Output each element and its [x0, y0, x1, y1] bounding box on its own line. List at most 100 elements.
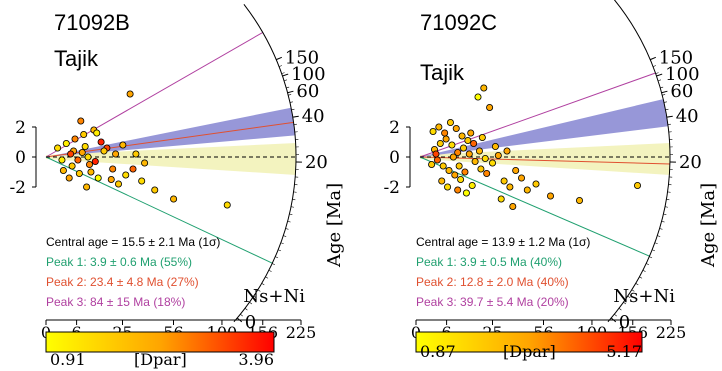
data-point [464, 136, 472, 144]
data-point [107, 175, 115, 183]
data-point [457, 175, 465, 183]
data-point [506, 183, 514, 191]
data-point [523, 186, 531, 194]
colorbar-max-label: 5.17 [606, 342, 642, 361]
data-point [491, 142, 499, 150]
data-point [500, 177, 508, 185]
data-point [503, 147, 511, 155]
data-point [442, 135, 450, 143]
data-point [75, 169, 83, 177]
age-axis-minor-tick [652, 249, 656, 252]
age-axis-tick [282, 73, 289, 77]
age-range-band [46, 107, 296, 157]
age-axis-minor-tick [249, 302, 253, 305]
age-axis-minor-tick [664, 206, 669, 208]
data-point [129, 165, 137, 173]
data-point [532, 180, 540, 188]
age-axis-tick-label: 20 [305, 152, 328, 173]
peak-3-line [419, 72, 656, 158]
data-point [470, 139, 478, 147]
data-point [71, 135, 79, 143]
data-point [509, 202, 517, 210]
x-axis-label: Ns+Ni [243, 286, 305, 307]
age-axis-minor-tick [659, 228, 663, 230]
age-axis-arc [607, 0, 671, 323]
data-point [97, 138, 105, 146]
colorbar [45, 331, 275, 353]
age-axis-tick-label: 150 [285, 47, 319, 68]
chart-title: 71092B [54, 10, 130, 35]
data-point [471, 157, 479, 165]
data-point [478, 133, 486, 141]
peak-2-line [419, 156, 670, 165]
data-point [93, 129, 101, 137]
age-axis-minor-tick [666, 198, 670, 201]
central-age-text: Central age = 13.9 ± 1.2 Ma (1σ) [416, 235, 590, 249]
peak-2-text: Peak 2: 12.8 ± 2.0 Ma (40%) [416, 275, 569, 289]
age-axis-minor-tick [278, 65, 282, 67]
data-point [432, 150, 440, 158]
age-axis-minor-tick [655, 72, 659, 74]
data-point [435, 123, 443, 131]
age-axis-tick-label: 60 [296, 81, 319, 102]
age-axis-minor-tick [635, 283, 639, 286]
age-axis-minor-tick [292, 198, 296, 201]
data-point [77, 117, 85, 125]
colorbar-min-label: 0.87 [420, 342, 456, 361]
data-point [547, 192, 555, 200]
age-axis-minor-tick [661, 220, 665, 223]
data-point [444, 183, 452, 191]
data-point [68, 162, 76, 170]
age-axis-tick [656, 73, 663, 77]
age-axis-minor-tick [618, 308, 622, 311]
data-point [451, 171, 459, 179]
two-sigma-band [420, 143, 670, 175]
age-axis-minor-tick [285, 228, 289, 230]
age-axis-minor-tick [660, 86, 664, 89]
data-point [62, 139, 70, 147]
age-axis-minor-tick [614, 313, 617, 317]
age-axis-label: Age [Ma] [698, 183, 719, 268]
data-point [446, 119, 454, 127]
data-point [448, 141, 456, 149]
data-point [461, 168, 469, 176]
peak-3-text: Peak 3: 39.7 ± 5.4 Ma (20%) [416, 295, 569, 309]
z-axis-tick-label: 2 [15, 118, 26, 138]
age-axis-minor-tick [289, 213, 293, 215]
data-point [81, 142, 89, 150]
data-point [486, 104, 494, 112]
data-point [477, 165, 485, 173]
x-axis-tick-label: 225 [286, 323, 317, 342]
age-axis-minor-tick [639, 276, 643, 279]
chart-subtitle: Tajik [420, 60, 465, 85]
data-point [87, 168, 95, 176]
age-axis-minor-tick [283, 79, 288, 82]
age-axis-label: Age [Ma] [324, 183, 345, 268]
data-point [115, 180, 123, 188]
peak-2-line [45, 121, 294, 158]
age-axis-minor-tick [649, 256, 653, 259]
data-point [223, 201, 231, 209]
z-axis-tick-label: 0 [389, 148, 400, 168]
age-axis-minor-tick [276, 58, 280, 60]
age-axis-tick-label: 100 [665, 64, 699, 85]
z-axis-tick-label: 2 [389, 118, 400, 138]
age-axis-minor-tick [280, 242, 284, 245]
z-axis-tick-label: 0 [15, 148, 26, 168]
peak-3-text: Peak 3: 84 ± 15 Ma (18%) [46, 295, 185, 309]
age-axis-minor-tick [289, 101, 293, 103]
age-axis-minor-tick [665, 108, 669, 111]
peak-1-line [45, 156, 273, 264]
data-point [100, 147, 108, 155]
data-point [112, 150, 120, 158]
age-axis-minor-tick [275, 256, 279, 259]
data-point [119, 141, 127, 149]
data-point [170, 195, 178, 203]
age-axis-minor-tick [627, 295, 631, 299]
age-axis-minor-tick [278, 249, 282, 252]
peak-1-text: Peak 1: 3.9 ± 0.6 Ma (55%) [46, 255, 192, 269]
age-axis-minor-tick [642, 269, 646, 272]
age-axis-minor-tick [663, 101, 667, 103]
